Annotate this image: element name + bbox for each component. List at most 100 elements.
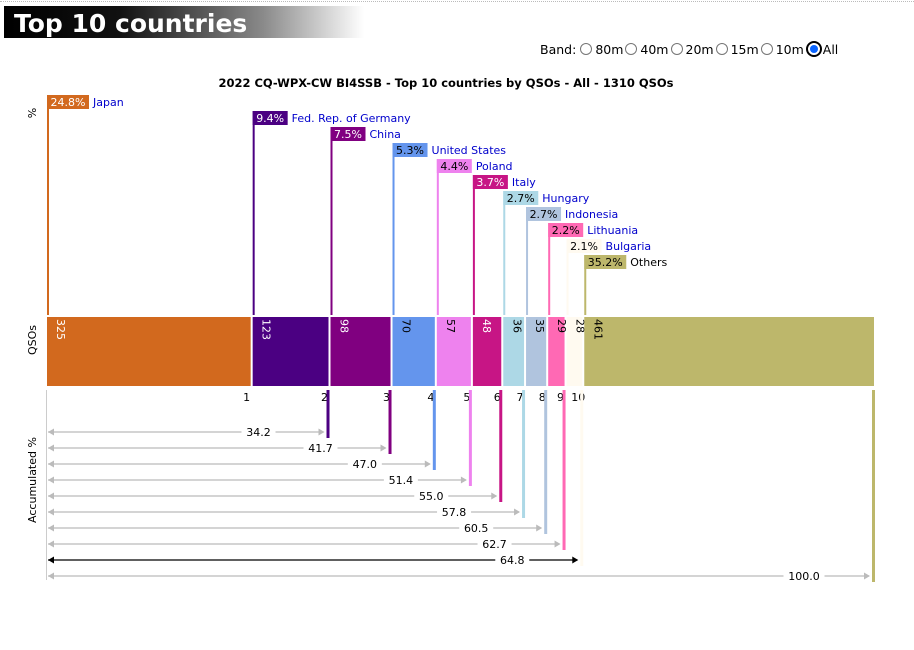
- accumulated-label-bg: [477, 537, 512, 551]
- percent-connector-line: [566, 239, 569, 315]
- percent-connector-line: [47, 95, 49, 315]
- percent-label-box: [436, 159, 472, 173]
- accumulated-label-bg: [241, 425, 276, 439]
- qso-value-label: 48: [480, 319, 493, 333]
- accumulated-arrow-head-left: [48, 556, 54, 564]
- qso-value-label: 28: [574, 319, 587, 333]
- percent-label: 9.4%: [256, 112, 284, 125]
- country-name-label: Poland: [476, 160, 513, 173]
- qso-bar: [47, 317, 251, 386]
- qso-bar: [526, 317, 547, 386]
- rank-number: 6: [494, 391, 501, 404]
- country-name-label: Lithuania: [587, 224, 638, 237]
- radio-button[interactable]: [580, 43, 593, 55]
- accumulated-arrow-head-right: [554, 540, 561, 548]
- qso-bar: [252, 317, 329, 386]
- percent-label-box: [392, 143, 428, 157]
- percent-label: 2.2%: [552, 224, 580, 237]
- radio-button[interactable]: [670, 43, 683, 55]
- accumulated-label-bg: [347, 457, 382, 471]
- percent-connector-line: [472, 175, 475, 315]
- qso-value-label: 36: [510, 319, 523, 333]
- percent-label: 5.3%: [396, 144, 424, 157]
- top-dotted-divider: [0, 1, 914, 2]
- accumulated-drop-line: [562, 390, 566, 550]
- qso-bar: [566, 317, 583, 386]
- percent-label-box: [330, 127, 366, 141]
- radio-button[interactable]: [805, 41, 822, 57]
- qso-value-label: 461: [591, 319, 604, 340]
- rank-number: 4: [427, 391, 434, 404]
- page-title: Top 10 countries: [14, 9, 248, 38]
- band-option-20m[interactable]: 20m: [670, 42, 714, 57]
- accumulated-arrow-head-left: [48, 476, 54, 484]
- radio-button[interactable]: [625, 43, 638, 55]
- accumulated-label: 51.4: [389, 474, 414, 487]
- country-name-label: Bulgaria: [606, 240, 652, 253]
- percent-label: 2.1%: [570, 240, 598, 253]
- percent-label-box: [47, 95, 89, 109]
- percent-connector-line: [392, 143, 395, 315]
- radio-button[interactable]: [760, 43, 773, 55]
- rank-number: 8: [539, 391, 546, 404]
- qso-value-label: 35: [533, 319, 546, 333]
- percent-connector-line: [526, 207, 529, 315]
- percent-connector-line: [252, 111, 255, 315]
- percent-label-box: [548, 223, 584, 237]
- qso-bar: [330, 317, 391, 386]
- band-option-label: 10m: [775, 41, 804, 57]
- qso-bar: [392, 317, 435, 386]
- accumulated-arrow-head-left: [48, 540, 54, 548]
- accumulated-arrow-head-left: [48, 572, 54, 580]
- percent-connector-line: [548, 223, 551, 315]
- band-option-all[interactable]: All: [805, 41, 839, 57]
- accumulated-label: 60.5: [464, 522, 489, 535]
- accumulated-label: 64.8: [500, 554, 525, 567]
- accumulated-label-bg: [783, 569, 825, 583]
- percent-axis-label: %: [26, 108, 39, 118]
- accumulated-label-bg: [459, 521, 494, 535]
- percent-label: 3.7%: [476, 176, 504, 189]
- accumulated-drop-line: [580, 390, 584, 566]
- accumulated-arrow-head-right: [572, 556, 579, 564]
- percent-connector-line: [436, 159, 439, 315]
- accumulated-label: 62.7: [482, 538, 507, 551]
- page-header: Top 10 countries: [4, 6, 364, 38]
- percent-label: 2.7%: [530, 208, 558, 221]
- country-name-label: Fed. Rep. of Germany: [292, 112, 412, 125]
- percent-label-box: [472, 175, 508, 189]
- accumulated-label: 41.7: [308, 442, 333, 455]
- accumulated-arrow-head-right: [864, 572, 870, 580]
- country-name-label: Italy: [512, 176, 536, 189]
- rank-number: 2: [321, 391, 328, 404]
- band-option-40m[interactable]: 40m: [625, 42, 669, 57]
- accumulated-drop-line: [522, 390, 526, 518]
- radio-button[interactable]: [715, 43, 728, 55]
- rank-number: 3: [383, 391, 390, 404]
- percent-label: 24.8%: [51, 96, 86, 109]
- percent-connector-line: [330, 127, 333, 315]
- accumulated-arrow-head-left: [48, 524, 54, 532]
- accumulated-arrow-head-right: [318, 428, 325, 436]
- band-option-15m[interactable]: 15m: [715, 42, 759, 57]
- accumulated-arrow-head-left: [48, 428, 54, 436]
- qso-value-label: 70: [400, 319, 413, 333]
- accumulated-arrow-head-right: [491, 492, 498, 500]
- rank-number: 9: [557, 391, 564, 404]
- band-option-10m[interactable]: 10m: [760, 41, 804, 57]
- accumulated-guide-line: [46, 390, 47, 580]
- accumulated-label-bg: [437, 505, 472, 519]
- accumulated-arrow-head-right: [514, 508, 521, 516]
- band-option-label: All: [822, 41, 839, 57]
- accumulated-label: 100.0: [788, 570, 820, 583]
- country-name-label: China: [370, 128, 401, 141]
- accumulated-axis-label: Accumulated %: [26, 437, 39, 523]
- percent-connector-line: [584, 255, 587, 315]
- band-option-80m[interactable]: 80m: [580, 42, 623, 57]
- accumulated-drop-line: [326, 390, 330, 438]
- band-selector: Band: 80m 40m 20m 15m 10m All: [540, 39, 840, 59]
- accumulated-arrow-head-left: [48, 492, 54, 500]
- accumulated-label: 57.8: [442, 506, 467, 519]
- accumulated-arrow-head-left: [48, 508, 54, 516]
- qso-bar: [584, 317, 874, 386]
